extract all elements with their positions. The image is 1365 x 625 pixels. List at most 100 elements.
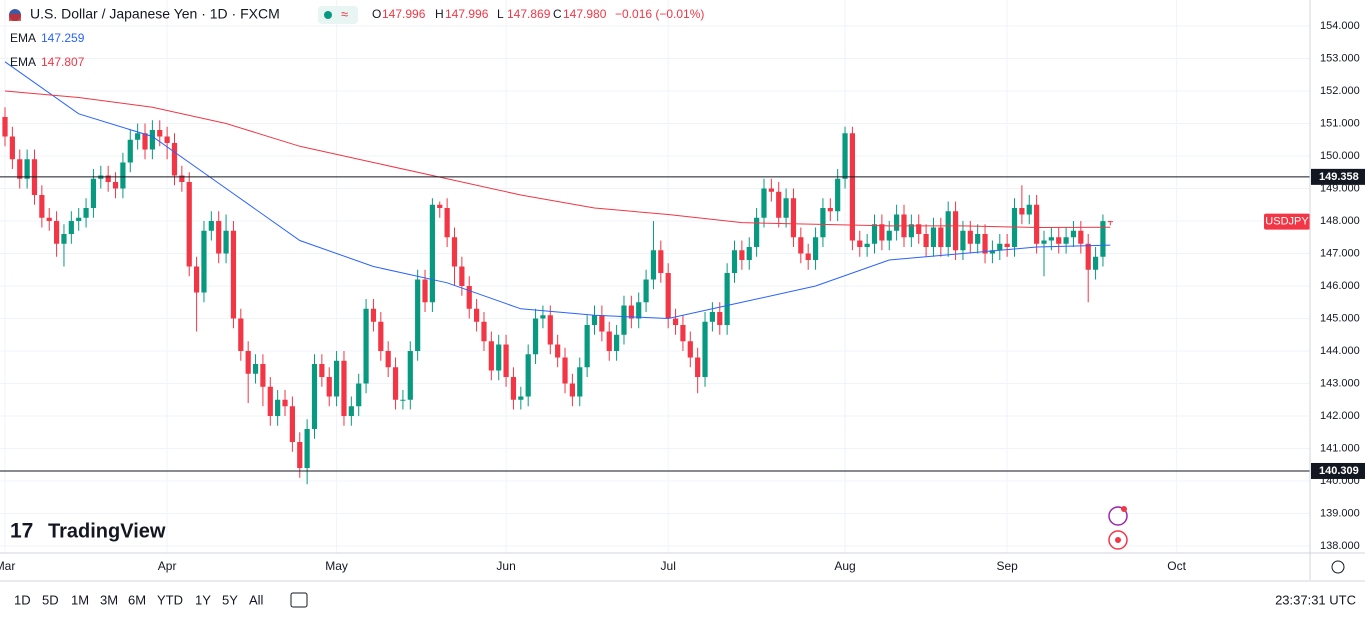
settings-icon[interactable] [1331, 560, 1345, 574]
candle-body [230, 230, 237, 319]
candle-body [761, 188, 767, 218]
candle-body [488, 341, 494, 371]
range-button[interactable]: YTD [157, 592, 183, 607]
calendar-icon[interactable] [290, 592, 308, 608]
candle-body [112, 182, 119, 189]
candle-body [341, 360, 347, 417]
candle-body [849, 133, 856, 241]
candle-body [2, 117, 8, 137]
x-tick-label: Jul [661, 559, 676, 573]
candle-body [790, 198, 797, 238]
candle-body [496, 344, 502, 371]
candle-body [149, 130, 155, 150]
range-button[interactable]: 6M [128, 592, 146, 607]
candle-body [746, 247, 752, 261]
price-label-box [1311, 462, 1365, 479]
x-tick-label: Jun [496, 559, 515, 573]
candle-body [252, 364, 259, 374]
candle-body [392, 367, 399, 400]
candle-body [930, 227, 937, 248]
range-button[interactable]: 3M [100, 592, 118, 607]
candle-body [223, 230, 229, 254]
ema-name: EMA [10, 55, 36, 69]
candle-body [260, 364, 266, 387]
ema-value: 147.259 [41, 31, 85, 45]
candle-body [466, 286, 472, 309]
ohlc-key: L [497, 7, 504, 21]
alert-icon[interactable] [1108, 506, 1128, 526]
candle-body [967, 230, 973, 244]
candle-body [518, 396, 524, 400]
ema-legend: EMA 147.259 EMA 147.807 [10, 31, 85, 69]
candle-body [61, 234, 67, 244]
status-pill [318, 6, 358, 24]
candle-body [282, 399, 288, 407]
candle-body [658, 250, 664, 274]
range-button[interactable]: 5Y [222, 592, 238, 607]
logo: TradingView [48, 520, 166, 542]
candle-body [672, 318, 679, 326]
candle-body [628, 305, 634, 319]
candle-body [540, 315, 546, 319]
x-tick-label: Sep [996, 559, 1018, 573]
candle-body [304, 429, 310, 469]
ohlc-key: O [372, 7, 381, 21]
candle-body [916, 224, 922, 235]
candle-body [201, 230, 207, 293]
ema-line [4, 61, 1111, 320]
candle-body [532, 318, 539, 355]
candle-body [275, 399, 281, 417]
candle-body [348, 406, 354, 417]
y-tick-label: 147.000 [1320, 247, 1360, 259]
candle-body [687, 341, 693, 358]
candle-body [24, 159, 30, 179]
range-button[interactable]: 1M [71, 592, 89, 607]
candle-body [695, 357, 701, 378]
candle-body [238, 318, 244, 352]
candle-body [363, 308, 369, 384]
candle-body [584, 325, 590, 368]
candle-body [923, 234, 929, 248]
ema-line [4, 90, 1111, 229]
y-tick-label: 138.000 [1320, 540, 1360, 552]
candle-body [754, 217, 760, 248]
candle-body [429, 204, 435, 303]
candle-body [835, 178, 841, 212]
candle-body [952, 211, 959, 251]
clock: 23:37:31 UTC [1275, 592, 1356, 607]
candle-body [120, 162, 126, 189]
candle-body [164, 136, 170, 144]
price-label: 140.309 [1319, 465, 1359, 477]
candle-body [400, 399, 406, 401]
range-button[interactable]: 1D [14, 592, 31, 607]
target-icon[interactable] [1108, 530, 1128, 550]
range-button[interactable]: All [249, 592, 264, 607]
ohlc-key: H [435, 7, 444, 21]
candle-body [437, 204, 443, 209]
candle-body [717, 312, 723, 326]
candle-body [857, 240, 863, 248]
candle-body [621, 305, 627, 335]
candle-body [356, 383, 362, 407]
candle-body [636, 302, 642, 319]
y-tick-label: 148.000 [1320, 215, 1360, 227]
price-label-box [1311, 168, 1365, 185]
candle-body [871, 224, 878, 244]
y-tick-label: 151.000 [1320, 117, 1360, 129]
candle-body [474, 308, 480, 322]
candle-body [1019, 208, 1025, 215]
y-tick-label: 143.000 [1320, 377, 1360, 389]
range-button[interactable]: 5D [42, 592, 59, 607]
candle-body [451, 237, 458, 267]
candle-body [179, 175, 185, 183]
flag-icon-stripe [9, 14, 21, 21]
alert-badge [1121, 506, 1127, 512]
candle-body [702, 321, 708, 378]
candle-body [724, 273, 730, 326]
candle-body [289, 406, 295, 443]
range-button[interactable]: 1Y [195, 592, 211, 607]
candle-body [562, 357, 568, 384]
candle-body [982, 234, 988, 254]
ema-value: 147.807 [41, 55, 85, 69]
candle-body [186, 182, 192, 267]
